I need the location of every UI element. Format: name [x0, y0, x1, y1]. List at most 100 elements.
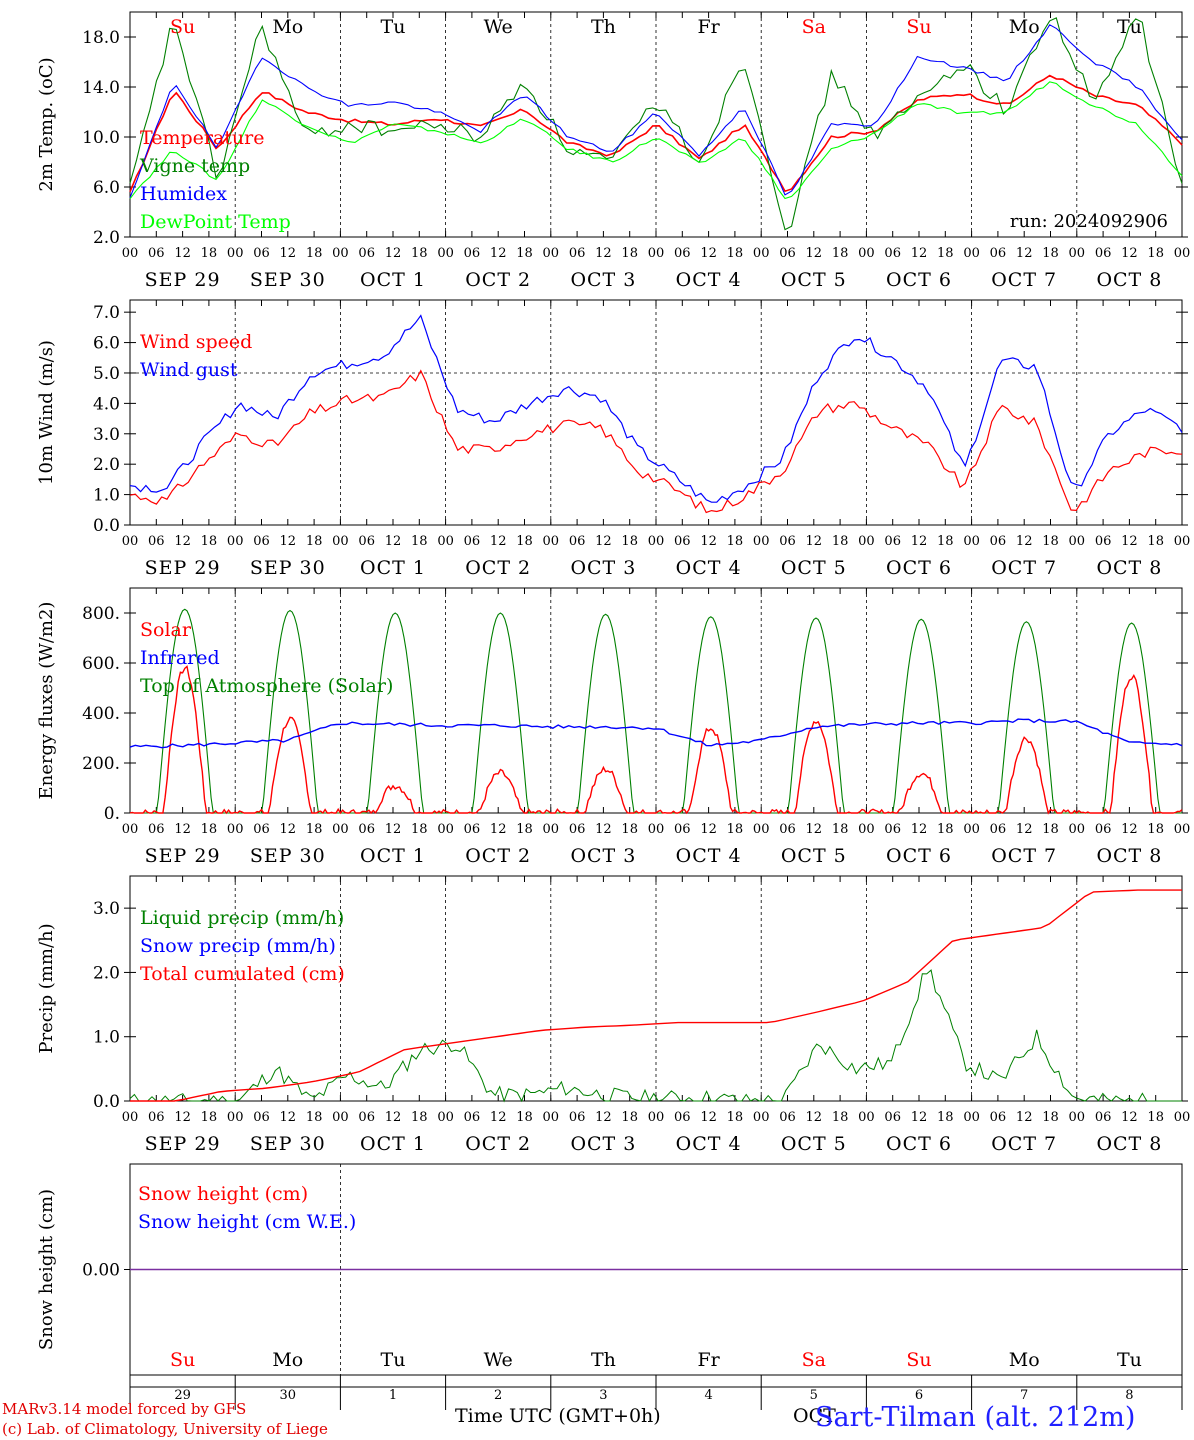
x-hour-label: 06	[990, 246, 1007, 261]
x-hour-label: 12	[1121, 534, 1138, 549]
x-hour-label: 06	[674, 1110, 691, 1125]
y-tick-label: 600.	[82, 654, 120, 674]
x-hour-label: 00	[227, 1110, 244, 1125]
x-hour-label: 00	[1069, 534, 1086, 549]
series-wind-1	[129, 314, 1183, 503]
y-tick-label: 5.0	[93, 364, 120, 384]
day-footer: Su	[906, 1349, 931, 1371]
day-header: Su	[906, 16, 931, 38]
x-hour-label: 06	[569, 534, 586, 549]
legend-entry: Snow height (cm W.E.)	[138, 1211, 356, 1233]
x-hour-label: 12	[490, 534, 507, 549]
x-date-label: OCT 7	[991, 845, 1057, 867]
x-hour-label: 12	[280, 822, 297, 837]
x-hour-label: 18	[1147, 534, 1164, 549]
y-tick-label: 400.	[82, 704, 120, 724]
x-hour-label: 18	[201, 246, 218, 261]
x-hour-label: 18	[937, 534, 954, 549]
x-hour-label: 18	[411, 246, 428, 261]
x-date-label: OCT 2	[465, 1133, 531, 1155]
x-hour-label: 00	[858, 822, 875, 837]
x-hour-label: 06	[358, 534, 375, 549]
x-hour-label: 00	[332, 1110, 349, 1125]
x-hour-label: 18	[516, 1110, 533, 1125]
y-tick-label: 2.0	[93, 963, 120, 983]
x-hour-label: 00	[1174, 1110, 1191, 1125]
x-hour-label: 06	[253, 246, 270, 261]
x-hour-label: 06	[674, 822, 691, 837]
x-date-label: OCT 4	[676, 845, 742, 867]
legend-entry: Liquid precip (mm/h)	[140, 907, 344, 929]
x-date-label: OCT 1	[360, 845, 426, 867]
x-date-label: OCT 2	[465, 557, 531, 579]
x-hour-label: 18	[1042, 534, 1059, 549]
x-hour-label: 18	[1147, 1110, 1164, 1125]
y-tick-label: 1.0	[93, 486, 120, 506]
x-hour-label: 18	[516, 534, 533, 549]
x-hour-label: 06	[990, 1110, 1007, 1125]
x-hour-label: 06	[148, 246, 165, 261]
x-hour-label: 18	[727, 534, 744, 549]
station-name: Sart-Tilman (alt. 212m)	[815, 1402, 1136, 1433]
x-date-label: SEP 29	[145, 1133, 221, 1155]
x-hour-label: 00	[122, 534, 139, 549]
x-hour-label: 18	[621, 822, 638, 837]
x-date-label: SEP 30	[250, 1133, 326, 1155]
x-hour-label: 06	[884, 822, 901, 837]
series-total-cumulated	[130, 889, 1182, 1102]
x-hour-label: 06	[779, 246, 796, 261]
credit-line-1: MARv3.14 model forced by GFS	[2, 1400, 247, 1418]
day-header: Fr	[697, 16, 720, 38]
x-date-label: OCT 8	[1096, 1133, 1162, 1155]
x-hour-label: 06	[990, 534, 1007, 549]
day-footer: We	[484, 1349, 513, 1371]
x-hour-label: 12	[174, 822, 191, 837]
x-hour-label: 00	[753, 246, 770, 261]
x-hour-label: 12	[911, 822, 928, 837]
x-date-label: OCT 4	[676, 557, 742, 579]
x-date-label: OCT 7	[991, 269, 1057, 291]
day-header: We	[484, 16, 513, 38]
x-hour-label: 06	[569, 822, 586, 837]
x-hour-label: 00	[543, 534, 560, 549]
x-hour-label: 12	[1016, 246, 1033, 261]
x-hour-label: 12	[595, 534, 612, 549]
y-tick-label: 10.0	[82, 128, 120, 148]
legend-entry: Wind gust	[140, 359, 238, 381]
x-date-label: OCT 3	[570, 1133, 636, 1155]
x-hour-label: 06	[779, 822, 796, 837]
y-axis-label: Precip (mm/h)	[36, 923, 57, 1053]
series-temp-2	[129, 24, 1183, 198]
x-hour-label: 18	[832, 822, 849, 837]
day-footer: Mo	[272, 1349, 303, 1371]
y-axis-label: 10m Wind (m/s)	[36, 340, 57, 485]
x-hour-label: 00	[122, 246, 139, 261]
x-hour-label: 18	[621, 534, 638, 549]
x-date-label: OCT 5	[781, 557, 847, 579]
x-hour-label: 18	[1147, 822, 1164, 837]
x-hour-label: 06	[779, 1110, 796, 1125]
x-hour-label: 00	[753, 1110, 770, 1125]
x-hour-label: 00	[648, 822, 665, 837]
x-hour-label: 12	[806, 1110, 823, 1125]
x-hour-label: 18	[937, 246, 954, 261]
x-hour-label: 06	[674, 534, 691, 549]
x-hour-label: 18	[1042, 1110, 1059, 1125]
x-hour-label: 06	[253, 534, 270, 549]
x-hour-label: 12	[385, 534, 402, 549]
x-date-label: OCT 7	[991, 1133, 1057, 1155]
x-hour-label: 00	[227, 246, 244, 261]
x-hour-label: 12	[280, 1110, 297, 1125]
x-hour-label: 00	[1069, 1110, 1086, 1125]
legend-entry: Snow height (cm)	[138, 1183, 308, 1205]
x-hour-label: 06	[253, 822, 270, 837]
x-date-label: OCT 8	[1096, 557, 1162, 579]
x-hour-label: 12	[700, 822, 717, 837]
day-header: Tu	[381, 16, 406, 38]
x-hour-label: 12	[1016, 534, 1033, 549]
x-hour-label: 06	[464, 534, 481, 549]
day-number: 5	[810, 1388, 818, 1403]
y-tick-label: 3.0	[93, 899, 120, 919]
x-hour-label: 00	[963, 534, 980, 549]
